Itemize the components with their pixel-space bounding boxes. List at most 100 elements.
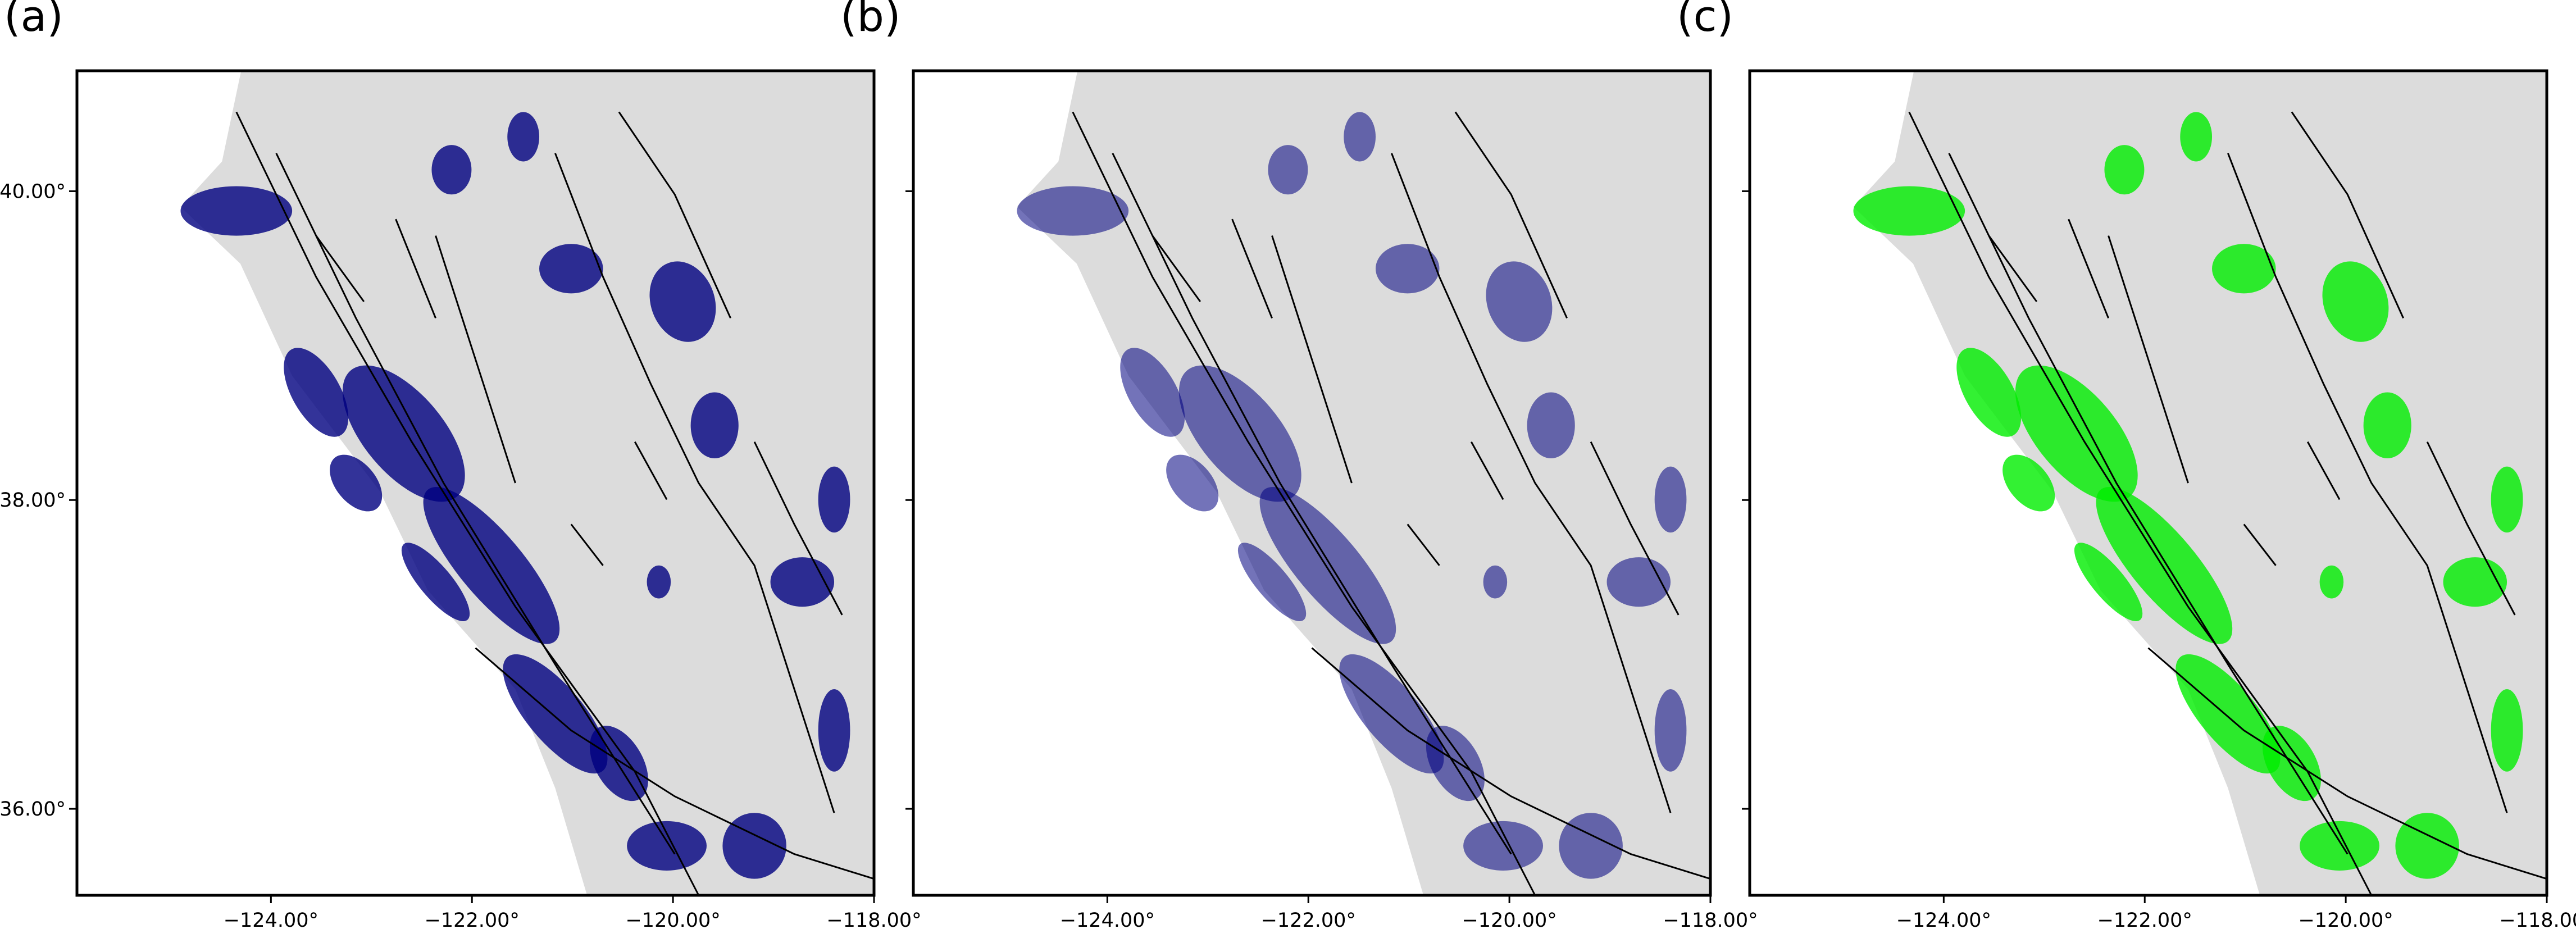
x-tick-label: −120.00° [1462,909,1556,929]
x-tick-label: −122.00° [2097,909,2192,929]
seismicity-cluster [1017,186,1129,236]
fault-line [1908,111,2373,896]
seismicity-cluster [1483,565,1508,599]
fault-line [1454,111,1568,319]
panel-label: (b) [840,0,901,41]
seismicity-cluster [589,726,648,802]
seismicity-cluster [690,392,739,458]
seismicity-cluster [431,145,472,195]
fault-line [1311,647,1711,880]
seismicity-cluster [1559,813,1623,879]
seismicity-cluster [627,821,707,871]
seismicity-cluster [647,565,671,599]
map-frame [1748,69,2548,897]
y-tick-label: 40.00° [0,180,66,203]
fault-line [475,647,875,880]
seismicity-cluster [649,261,716,342]
seismicity-cluster [1486,261,1553,342]
x-tick-label: −124.00° [1060,909,1155,929]
seismicity-cluster [1463,821,1544,871]
seismicity-cluster [1120,348,1185,437]
seismicity-cluster [180,186,293,236]
seismicity-cluster [1344,112,1376,162]
fault-line [634,441,668,500]
seismicity-cluster [2104,145,2145,195]
x-tick-label: −120.00° [625,909,720,929]
fault-line [2147,647,2547,880]
x-tick-label: −122.00° [425,909,520,929]
fault-line [2306,441,2341,500]
seismicity-cluster [330,454,383,512]
fault-line [395,218,436,318]
fault-line [235,111,700,896]
fault-line [1072,111,1536,896]
seismicity-cluster [818,466,850,533]
seismicity-cluster [1654,466,1687,533]
fault-line [2426,441,2516,616]
fault-line [315,235,365,302]
fault-line [2108,235,2189,484]
seismicity-cluster [2176,654,2281,774]
y-tick-label: 38.00° [0,489,66,512]
x-tick-label: −122.00° [1261,909,1356,929]
seismicity-cluster [401,543,470,622]
seismicity-cluster [2491,466,2523,533]
seismicity-cluster [1237,543,1307,622]
fault-line [1271,235,1353,484]
seismicity-cluster [1268,145,1308,195]
seismicity-cluster [818,689,850,772]
seismicity-cluster [1654,689,1687,772]
seismicity-cluster [2491,689,2523,772]
map-frame [912,69,1712,897]
x-tick-label: −124.00° [1896,909,1991,929]
seismicity-cluster [2180,112,2213,162]
fault-line [1407,523,1440,566]
seismicity-cluster [1259,487,1396,644]
seismicity-cluster [2322,261,2389,342]
seismicity-cluster [1527,392,1575,458]
map-panel: (b) −124.00° −122.00° −120.00° −118.00° [840,0,1758,929]
seismicity-cluster [1426,726,1485,802]
fault-line [1231,218,1273,318]
seismicity-cluster [2363,392,2411,458]
seismicity-cluster [284,348,349,437]
fault-line [1152,235,1201,302]
seismicity-cluster [423,487,560,644]
seismicity-cluster [2395,813,2459,879]
seismicity-cluster [1376,244,1440,294]
fault-line [2291,111,2404,319]
fault-line [2068,218,2109,318]
seismicity-cluster [2096,487,2233,644]
fault-line [2227,153,2508,813]
fault-line [1470,441,1504,500]
seismicity-cluster [503,654,608,774]
seismicity-cluster [1166,454,1219,512]
seismicity-cluster [2212,244,2276,294]
seismicity-cluster [2300,821,2380,871]
x-tick-label: −118.00° [826,909,921,929]
seismicity-cluster [342,365,465,502]
y-tick-label: 36.00° [0,798,66,821]
fault-line [1590,441,1680,616]
seismicity-cluster [1178,365,1301,502]
seismicity-cluster [1339,654,1444,774]
seismicity-cluster [1853,186,1965,236]
seismicity-cluster [2074,543,2143,622]
fault-line [1391,153,1672,813]
seismicity-cluster [539,244,603,294]
panel-label: (c) [1677,0,1733,41]
x-tick-label: −124.00° [224,909,318,929]
fault-line [1948,153,2349,855]
seismicity-cluster [1956,348,2022,437]
fault-line [2243,523,2277,566]
fault-line [570,523,604,566]
map-frame [75,69,876,897]
seismicity-cluster [2319,565,2344,599]
fault-line [618,111,731,319]
fault-line [554,153,835,813]
fault-line [435,235,516,484]
panel-label: (a) [4,0,63,41]
fault-line [753,441,843,616]
x-tick-label: −120.00° [2298,909,2393,929]
